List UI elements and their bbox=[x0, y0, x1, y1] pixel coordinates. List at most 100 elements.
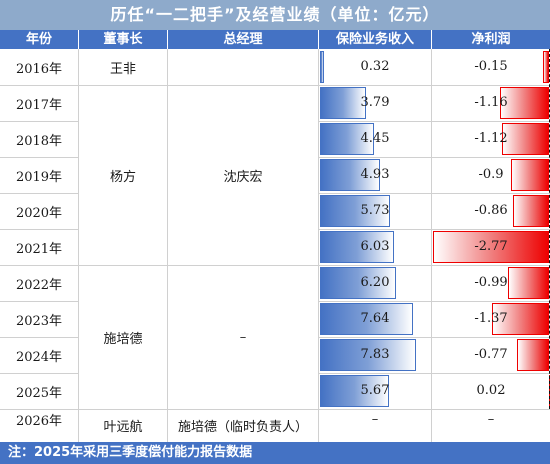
gm-cell bbox=[168, 49, 318, 85]
profit-bar bbox=[512, 195, 549, 227]
revenue-value: 0.32 bbox=[360, 59, 390, 74]
profit-value: -1.12 bbox=[474, 131, 508, 146]
row-line bbox=[319, 301, 550, 302]
revenue-bar bbox=[320, 231, 394, 263]
year-cell: 2020年 bbox=[15, 205, 63, 221]
row-line bbox=[79, 85, 167, 86]
header-year: 年份 bbox=[25, 32, 52, 47]
column-line bbox=[431, 49, 432, 442]
gm-cell: – bbox=[239, 329, 247, 345]
revenue-value: – bbox=[371, 412, 379, 427]
profit-value: -0.9 bbox=[478, 167, 504, 182]
revenue-value: 7.64 bbox=[360, 311, 390, 326]
year-cell: 2022年 bbox=[15, 277, 63, 293]
year-cell: 2019年 bbox=[15, 169, 63, 185]
table-title: 历任“一二把手”及经营业绩（单位：亿元） bbox=[0, 0, 550, 30]
year-cell: 2024年 bbox=[15, 349, 63, 365]
revenue-bar bbox=[320, 267, 396, 299]
header-gm: 总经理 bbox=[223, 32, 263, 47]
profit-value: -2.77 bbox=[474, 239, 508, 254]
profit-value: -0.99 bbox=[474, 275, 508, 290]
row-line bbox=[319, 337, 550, 338]
header-chairman: 董事长 bbox=[103, 32, 143, 47]
profit-bar bbox=[507, 267, 549, 299]
revenue-bar bbox=[320, 51, 324, 83]
row-line bbox=[319, 157, 550, 158]
revenue-value: 6.03 bbox=[360, 239, 390, 254]
year-cell: 2026年 bbox=[15, 414, 63, 429]
header-divider bbox=[78, 30, 79, 49]
row-line bbox=[0, 121, 78, 122]
row-line bbox=[0, 157, 78, 158]
gm-cell: 沈庆宏 bbox=[223, 169, 263, 185]
row-line bbox=[319, 373, 550, 374]
profit-bar bbox=[502, 123, 549, 155]
profit-value: – bbox=[487, 412, 495, 427]
row-line bbox=[0, 229, 78, 230]
chairman-cell: 王非 bbox=[109, 61, 136, 77]
year-cell: 2017年 bbox=[15, 97, 63, 113]
revenue-value: 3.79 bbox=[360, 95, 390, 110]
row-line bbox=[79, 265, 167, 266]
row-line bbox=[319, 121, 550, 122]
profit-value: -0.86 bbox=[474, 203, 508, 218]
row-line bbox=[319, 229, 550, 230]
revenue-bar bbox=[320, 339, 416, 371]
revenue-bar bbox=[320, 195, 391, 227]
profit-value: -0.77 bbox=[474, 347, 508, 362]
profit-value: -0.15 bbox=[474, 59, 508, 74]
row-line bbox=[319, 265, 550, 266]
profit-value: 0.02 bbox=[476, 383, 506, 398]
column-line bbox=[318, 49, 319, 442]
row-line bbox=[0, 85, 78, 86]
year-cell: 2021年 bbox=[15, 241, 63, 257]
column-line bbox=[167, 49, 168, 442]
profit-bar bbox=[433, 231, 549, 263]
revenue-bar bbox=[320, 375, 390, 407]
profit-bar bbox=[516, 339, 549, 371]
chairman-cell: 施培德 bbox=[103, 331, 143, 347]
row-line bbox=[168, 265, 318, 266]
year-cell: 2016年 bbox=[15, 61, 63, 77]
row-line bbox=[0, 337, 78, 338]
gm-cell: 施培德（临时负责人） bbox=[177, 420, 308, 435]
revenue-bar bbox=[320, 87, 367, 119]
profit-bar bbox=[500, 87, 549, 119]
column-line bbox=[78, 49, 79, 442]
revenue-value: 5.73 bbox=[360, 203, 390, 218]
profit-value: -1.37 bbox=[474, 311, 508, 326]
header-divider bbox=[167, 30, 168, 49]
row-line bbox=[79, 409, 167, 410]
revenue-bar bbox=[320, 303, 414, 335]
header-row bbox=[0, 30, 550, 49]
row-line bbox=[319, 193, 550, 194]
year-cell: 2023年 bbox=[15, 313, 63, 329]
chairman-cell: 叶远航 bbox=[103, 420, 143, 435]
chairman-cell: 杨方 bbox=[109, 169, 136, 185]
row-line bbox=[0, 301, 78, 302]
header-revenue: 保险业务收入 bbox=[335, 32, 414, 47]
row-line bbox=[319, 85, 550, 86]
profit-value: -1.16 bbox=[474, 95, 508, 110]
revenue-bar bbox=[320, 159, 381, 191]
header-divider bbox=[318, 30, 319, 49]
row-line bbox=[0, 373, 78, 374]
row-line bbox=[168, 85, 318, 86]
header-profit: 净利润 bbox=[471, 32, 511, 47]
header-divider bbox=[431, 30, 432, 49]
row-line bbox=[0, 193, 78, 194]
profit-bar bbox=[542, 51, 549, 83]
revenue-value: 5.67 bbox=[360, 383, 390, 398]
revenue-value: 4.93 bbox=[360, 167, 390, 182]
revenue-bar bbox=[320, 123, 375, 155]
year-cell: 2025年 bbox=[15, 385, 63, 401]
row-line bbox=[0, 409, 78, 410]
row-line bbox=[168, 409, 318, 410]
footnote: 注：2025年采用三季度偿付能力报告数据 bbox=[0, 442, 550, 464]
year-cell: 2018年 bbox=[15, 133, 63, 149]
revenue-value: 7.83 bbox=[360, 347, 390, 362]
revenue-value: 6.20 bbox=[360, 275, 390, 290]
revenue-value: 4.45 bbox=[360, 131, 390, 146]
profit-bar bbox=[491, 303, 549, 335]
